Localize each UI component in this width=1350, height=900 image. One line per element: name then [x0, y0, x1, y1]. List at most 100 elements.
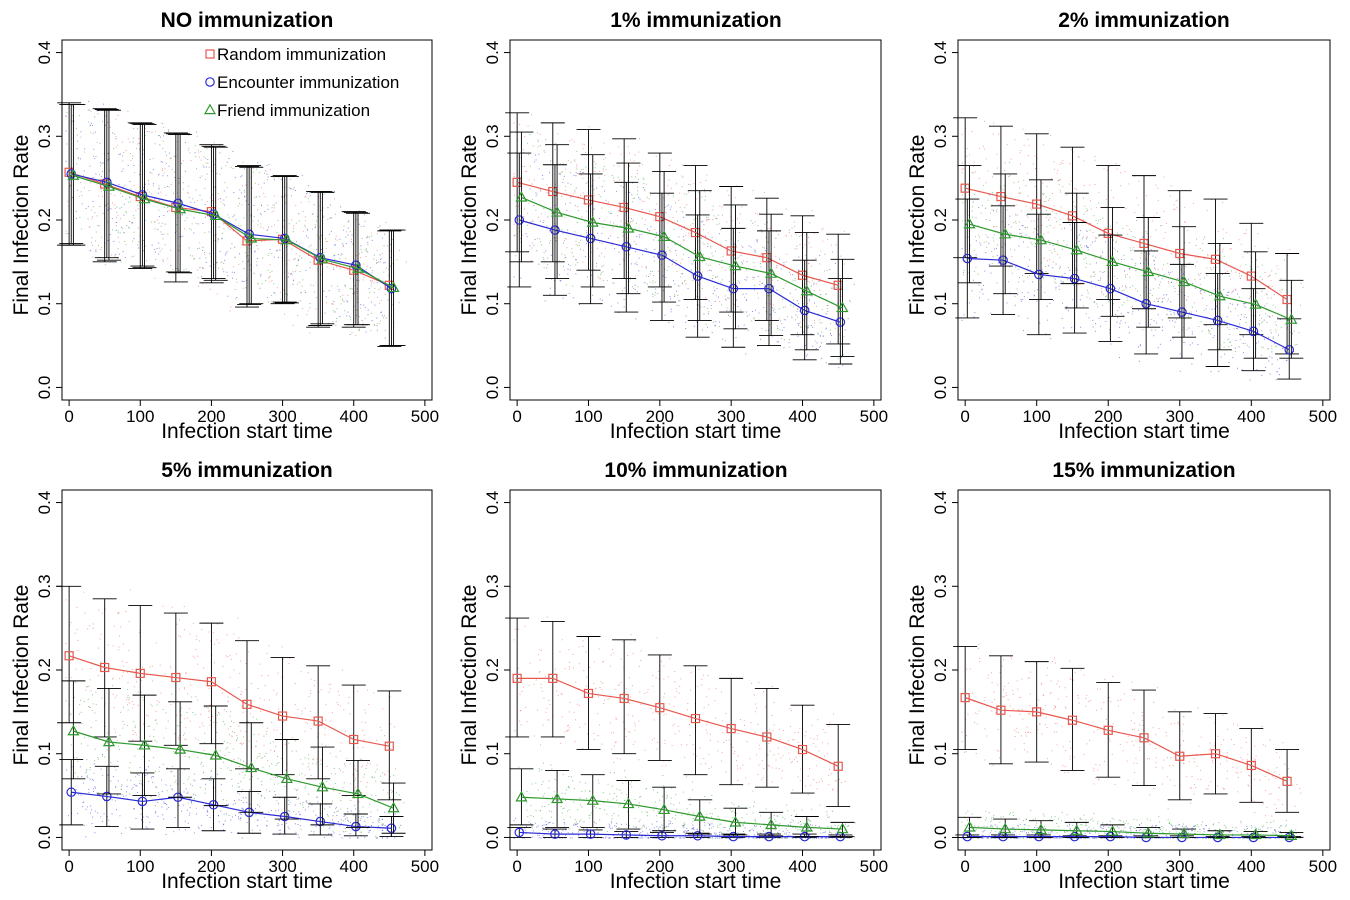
scatter-dot — [560, 279, 562, 281]
scatter-dot — [253, 272, 255, 274]
scatter-dot — [189, 812, 191, 814]
scatter-dot — [352, 293, 354, 295]
scatter-dot — [238, 263, 240, 265]
scatter-dot — [205, 166, 207, 168]
scatter-dot — [215, 262, 217, 264]
scatter-dot — [1023, 296, 1025, 298]
scatter-dot — [328, 833, 330, 835]
scatter-dot — [367, 236, 369, 238]
scatter-dot — [110, 208, 112, 210]
scatter-dot — [1212, 337, 1214, 339]
scatter-dot — [332, 310, 334, 312]
scatter-dot — [1190, 313, 1192, 315]
scatter-dot — [807, 326, 809, 328]
scatter-dot — [622, 290, 624, 292]
scatter-dot — [112, 677, 114, 679]
scatter-dot — [122, 665, 124, 667]
scatter-dot — [701, 287, 703, 289]
scatter-dot — [300, 291, 302, 293]
scatter-dot — [707, 217, 709, 219]
scatter-dot — [124, 257, 126, 259]
scatter-dot — [92, 816, 94, 818]
scatter-dot — [630, 218, 632, 220]
scatter-dot — [1144, 246, 1146, 248]
scatter-dot — [746, 315, 748, 317]
scatter-dot — [376, 262, 378, 264]
scatter-dot — [227, 275, 229, 277]
scatter-dot — [982, 145, 984, 147]
scatter-dot — [1033, 295, 1035, 297]
scatter-dot — [760, 252, 762, 254]
scatter-dot — [1087, 249, 1089, 251]
scatter-dot — [623, 306, 625, 308]
scatter-dot — [112, 775, 114, 777]
scatter-dot — [1187, 296, 1189, 298]
scatter-dot — [301, 710, 303, 712]
scatter-dot — [772, 307, 774, 309]
scatter-dot — [140, 803, 142, 805]
scatter-dot — [77, 639, 79, 641]
scatter-dot — [158, 209, 160, 211]
scatter-dot — [132, 707, 134, 709]
scatter-dot — [599, 218, 601, 220]
scatter-dot — [1056, 253, 1058, 255]
scatter-dot — [513, 173, 515, 175]
scatter-dot — [170, 667, 172, 669]
scatter-dot — [179, 619, 181, 621]
scatter-dot — [1126, 311, 1128, 313]
scatter-dot — [128, 649, 130, 651]
scatter-dot — [1095, 323, 1097, 325]
scatter-dot — [993, 225, 995, 227]
scatter-dot — [1065, 306, 1067, 308]
scatter-dot — [154, 277, 156, 279]
scatter-dot — [368, 831, 370, 833]
scatter-dot — [1144, 251, 1146, 253]
scatter-dot — [638, 234, 640, 236]
scatter-dot — [634, 197, 636, 199]
scatter-dot — [727, 297, 729, 299]
scatter-dot — [299, 271, 301, 273]
scatter-dot — [764, 250, 766, 252]
scatter-dot — [254, 182, 256, 184]
scatter-dot — [1051, 211, 1053, 213]
scatter-dot — [721, 206, 723, 208]
scatter-dot — [1011, 256, 1013, 258]
scatter-dot — [1117, 232, 1119, 234]
scatter-dot — [309, 195, 311, 197]
scatter-dot — [358, 269, 360, 271]
scatter-dot — [146, 266, 148, 268]
scatter-dot — [1188, 327, 1190, 329]
scatter-dot — [715, 276, 717, 278]
scatter-dot — [1044, 291, 1046, 293]
scatter-dot — [113, 133, 115, 135]
scatter-dot — [582, 168, 584, 170]
scatter-dot — [385, 317, 387, 319]
scatter-dot — [1246, 252, 1248, 254]
scatter-dot — [377, 226, 379, 228]
scatter-dot — [1255, 291, 1257, 293]
scatter-dot — [161, 161, 163, 163]
scatter-dot — [1164, 231, 1166, 233]
scatter-dot — [974, 312, 976, 314]
scatter-dot — [1174, 290, 1176, 292]
scatter-dot — [1278, 367, 1280, 369]
scatter-dot — [383, 262, 385, 264]
scatter-dot — [349, 713, 351, 715]
scatter-dot — [657, 293, 659, 295]
scatter-dot — [301, 174, 303, 176]
scatter-dot — [1087, 236, 1089, 238]
scatter-dot — [1195, 257, 1197, 259]
scatter-dot — [621, 225, 623, 227]
scatter-dot — [693, 183, 695, 185]
scatter-dot — [206, 148, 208, 150]
scatter-dot — [797, 308, 799, 310]
scatter-dot — [67, 200, 69, 202]
scatter-dot — [134, 732, 136, 734]
scatter-dot — [752, 278, 754, 280]
scatter-dot — [1086, 296, 1088, 298]
scatter-dot — [1061, 248, 1063, 250]
scatter-dot — [95, 173, 97, 175]
scatter-dot — [1218, 348, 1220, 350]
scatter-dot — [385, 267, 387, 269]
scatter-dot — [618, 202, 620, 204]
